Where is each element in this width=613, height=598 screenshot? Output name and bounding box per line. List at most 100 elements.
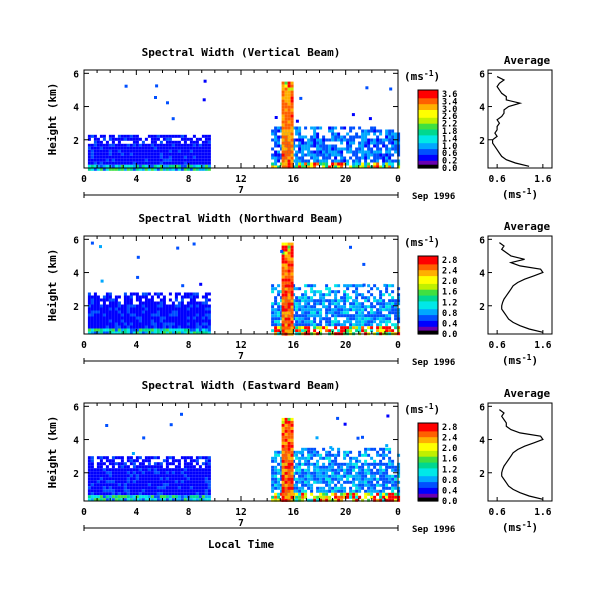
heatmap-cell	[114, 456, 118, 460]
heatmap-cell	[132, 495, 136, 499]
heatmap-cell	[135, 477, 139, 481]
heatmap-cell	[105, 483, 109, 487]
heatmap-cell	[287, 432, 291, 436]
heatmap-cell	[385, 290, 389, 294]
heatmap-cell	[274, 135, 278, 139]
heatmap-cell	[307, 447, 311, 451]
heatmap-cell	[274, 296, 278, 300]
heatmap-cell	[385, 483, 389, 487]
heatmap-cell	[111, 468, 115, 472]
heatmap-cell	[284, 90, 288, 94]
heatmap-cell	[298, 477, 302, 481]
heatmap-cell	[295, 302, 299, 306]
heatmap-cell	[111, 319, 115, 323]
heatmap-cell	[358, 156, 362, 160]
heatmap-cell	[271, 498, 275, 502]
heatmap-cell	[165, 486, 169, 490]
heatmap-cell	[367, 477, 371, 481]
heatmap-cell	[337, 284, 341, 288]
heatmap-cell	[295, 483, 299, 487]
heatmap-cell	[349, 302, 353, 306]
heatmap-cell	[135, 316, 139, 320]
heatmap-cell	[337, 305, 341, 309]
heatmap-cell	[120, 471, 124, 475]
heatmap-cell	[177, 483, 181, 487]
heatmap-cell	[162, 331, 166, 335]
heatmap-cell	[284, 453, 288, 457]
heatmap-cell	[150, 477, 154, 481]
heatmap-cell	[355, 132, 359, 136]
heatmap-cell	[355, 329, 359, 333]
heatmap-cell	[310, 165, 314, 169]
heatmap-cell	[397, 486, 401, 490]
colorbar-swatch	[418, 127, 438, 130]
heatmap-cell	[93, 146, 97, 150]
heatmap-cell	[349, 474, 353, 478]
colorbar-swatch	[418, 497, 438, 500]
heatmap-cell	[298, 492, 302, 496]
heatmap-cell	[391, 129, 395, 133]
heatmap-cell	[382, 456, 386, 460]
heatmap-cell	[358, 314, 362, 318]
heatmap-cell	[343, 162, 347, 166]
heatmap-cell	[397, 326, 401, 330]
heatmap-cell	[180, 316, 184, 320]
heatmap-cell	[150, 301, 154, 305]
heatmap-cell	[391, 311, 395, 315]
heatmap-cell	[183, 480, 187, 484]
colorbar-swatch	[418, 92, 438, 95]
heatmap-cell	[307, 296, 311, 300]
heatmap-cell	[207, 316, 211, 320]
heatmap-cell	[189, 462, 193, 466]
heatmap-cell	[284, 96, 288, 100]
heatmap-cell	[274, 165, 278, 169]
heatmap-cell	[322, 135, 326, 139]
heatmap-cell	[281, 420, 285, 424]
heatmap-cell	[397, 287, 401, 291]
heatmap-cell	[144, 143, 148, 147]
heatmap-cell	[129, 137, 133, 141]
heatmap-cell	[156, 489, 160, 493]
heatmap-cell	[307, 471, 311, 475]
heatmap-cell	[271, 156, 275, 160]
date-label: Sep 1996	[412, 525, 455, 535]
heatmap-cell	[340, 159, 344, 163]
heatmap-cell	[304, 447, 308, 451]
heatmap-cell	[304, 141, 308, 145]
heatmap-cell	[355, 284, 359, 288]
heatmap-cell	[207, 143, 211, 147]
heatmap-cell	[358, 329, 362, 333]
heatmap-cell	[198, 489, 202, 493]
heatmap-cell	[162, 316, 166, 320]
heatmap-cell	[277, 302, 281, 306]
heatmap-cell	[346, 453, 350, 457]
heatmap-cell	[150, 152, 154, 156]
colorbar-swatch	[418, 322, 438, 325]
heatmap-cell	[394, 302, 398, 306]
heatmap-cell	[183, 137, 187, 141]
heatmap-cell	[204, 298, 208, 302]
heatmap-cell	[129, 304, 133, 308]
heatmap-cell	[328, 290, 332, 294]
heatmap-cell	[165, 456, 169, 460]
heatmap-cell	[331, 138, 335, 142]
heatmap-cell	[153, 149, 157, 153]
heatmap-cell	[358, 495, 362, 499]
heatmap-cell	[117, 480, 121, 484]
heatmap-cell	[331, 308, 335, 312]
heatmap-cell	[304, 477, 308, 481]
heatmap-cell	[373, 462, 377, 466]
heatmap-cell	[284, 489, 288, 493]
heatmap-cell	[195, 456, 199, 460]
heatmap-cell	[364, 165, 368, 169]
heatmap-cell	[382, 495, 386, 499]
heatmap-cell	[331, 311, 335, 315]
heatmap-cell	[281, 263, 285, 267]
heatmap-cell	[153, 462, 157, 466]
heatmap-cell	[201, 489, 205, 493]
heatmap-cell	[340, 498, 344, 502]
heatmap-cell	[281, 281, 285, 285]
heatmap-cell	[141, 313, 145, 317]
heatmap-cell	[171, 149, 175, 153]
heatmap-cell	[274, 326, 278, 330]
